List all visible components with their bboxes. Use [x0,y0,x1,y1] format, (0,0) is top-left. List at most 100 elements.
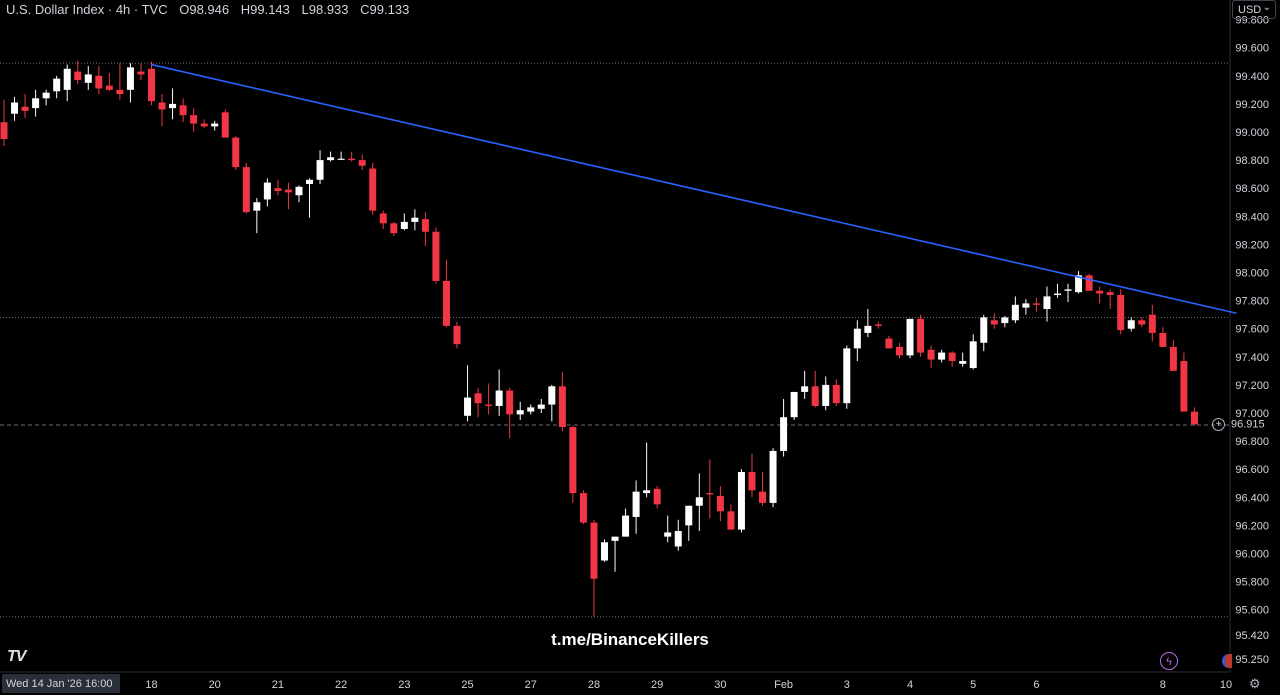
candle-body [948,352,956,362]
candle-body [516,410,524,415]
candle-body [179,105,187,116]
y-tick-label: 97.800 [1235,296,1269,308]
candle-body [21,106,29,111]
candle-body [147,68,155,102]
candle-body [695,497,703,506]
candle-body [664,532,672,537]
candle-body [105,85,113,90]
high-value: 99.143 [250,2,290,17]
candle-body [769,450,777,503]
x-tick-label: 6 [1033,679,1039,691]
candle-body [748,472,756,491]
low-value: 98.933 [308,2,349,17]
candle-body [927,349,935,360]
candle-body [95,75,103,89]
y-tick-label: 96.600 [1235,464,1269,476]
candle-body [74,71,82,81]
last-price-tag: +96.915 [1212,418,1265,433]
x-tick-label: 10 [1220,679,1232,691]
y-tick-label: 99.200 [1235,99,1269,111]
us-flag-icon[interactable] [1222,654,1232,668]
y-tick-label: 99.800 [1235,15,1269,27]
candle-body [706,493,714,495]
candle-body [232,137,240,168]
candle-body [390,223,398,234]
candle-body [1075,275,1083,293]
x-tick-label: 27 [525,679,537,691]
y-tick-label: 96.000 [1235,549,1269,561]
candle-body [400,221,408,229]
candle-body [590,522,598,579]
candle-body [885,338,893,349]
candle-body [727,511,735,530]
x-tick-label: 29 [651,679,663,691]
candle-body [190,115,198,124]
close-value: 99.133 [369,2,410,17]
y-tick-label: 96.400 [1235,492,1269,504]
candle-body [632,491,640,517]
candle-body [453,325,461,345]
close-label: C [360,2,370,17]
candle-body [1085,275,1093,291]
y-tick-label: 98.400 [1235,211,1269,223]
candle-body [116,89,124,95]
currency-selector[interactable]: USD ⌄ [1232,0,1276,19]
candle-body [337,158,345,160]
candle-body [1096,290,1104,294]
candle-body [1169,346,1177,371]
y-tick-label: 99.400 [1235,71,1269,83]
candle-body [569,427,577,494]
plus-circle-icon[interactable]: + [1212,418,1225,431]
y-tick-label: 95.250 [1235,654,1269,666]
candle-body [874,324,882,326]
candle-body [200,123,208,127]
x-tick-label: 22 [335,679,347,691]
candle-body [358,160,366,166]
candle-body [495,390,503,406]
candle-body [306,179,314,184]
candle-body [411,217,419,222]
candle-body [442,280,450,326]
candle-body [864,325,872,333]
candle-body [211,123,219,127]
trendline [151,63,1237,315]
candle-body [759,491,767,503]
y-tick-label: 95.600 [1235,605,1269,617]
candle-body [1180,361,1188,412]
lightning-icon[interactable]: ϟ [1160,652,1178,670]
x-tick-label: 3 [844,679,850,691]
candle-body [316,160,324,180]
y-tick-label: 98.000 [1235,268,1269,280]
candle-body [558,386,566,428]
candle-body [906,318,914,356]
x-tick-label: 28 [588,679,600,691]
x-tick-label: 20 [209,679,221,691]
x-tick-label: 18 [145,679,157,691]
candle-body [263,182,271,200]
candle-body [327,157,335,161]
candle-body [474,393,482,404]
candle-body [421,219,429,232]
candle-body [622,515,630,537]
open-label: O [179,2,190,17]
candle-body [811,386,819,406]
candle-body [643,490,651,494]
candle-body [11,102,19,114]
y-tick-label: 98.200 [1235,239,1269,251]
y-tick-label: 99.600 [1235,43,1269,55]
low-label: L [301,2,309,17]
candle-body [822,384,830,406]
candle-body [432,231,440,281]
candle-body [579,493,587,523]
candle-body [843,348,851,404]
gear-icon[interactable]: ⚙ [1249,676,1261,691]
candle-body [1138,320,1146,325]
y-tick-label: 98.800 [1235,155,1269,167]
candle-body [1106,292,1114,295]
y-tick-label: 95.800 [1235,577,1269,589]
candle-body [959,361,967,364]
candle-body [158,102,166,110]
tradingview-logo-icon[interactable]: TV [7,648,26,665]
candle-body [169,103,177,109]
